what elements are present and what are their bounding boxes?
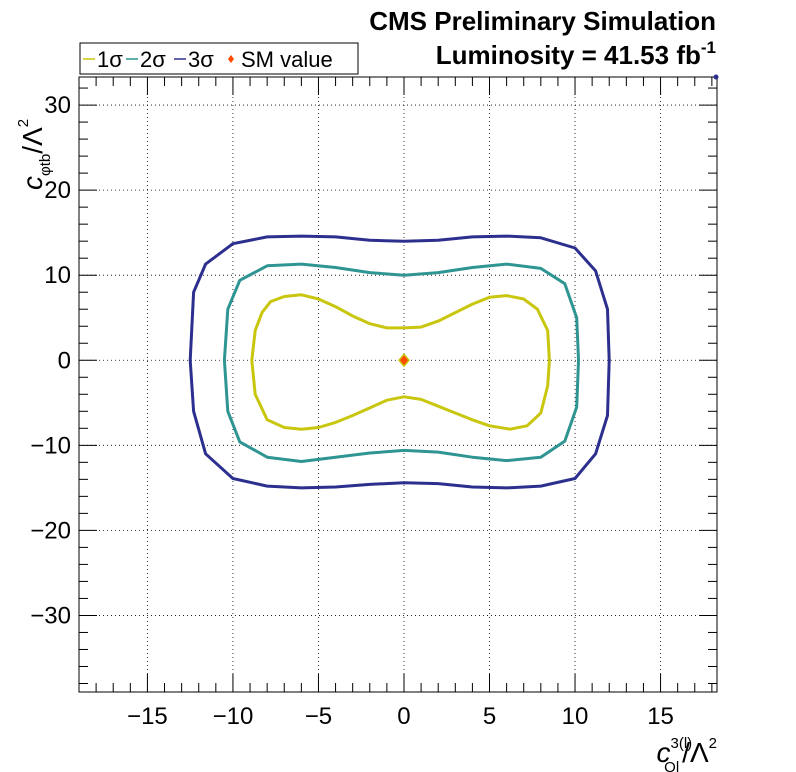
corner-point-marker — [713, 74, 719, 80]
y-axis-title-text: cφtb/Λ2 — [15, 119, 54, 190]
chart-header-line2: Luminosity = 41.53 fb-1 — [436, 38, 716, 70]
y-tick-label: −20 — [30, 517, 71, 544]
y-tick-label: 20 — [44, 177, 71, 204]
x-axis-title: c3(l) Ql/Λ2 — [657, 735, 718, 772]
y-axis-title-rest: /Λ — [17, 127, 48, 154]
sm-value-marker — [398, 353, 410, 368]
chart-header-line1: CMS Preliminary Simulation — [369, 6, 716, 36]
y-axis-title-main: c — [17, 176, 48, 190]
plot-frame — [78, 76, 718, 693]
legend-label-3sigma: 3σ — [188, 47, 214, 72]
y-tick-label: 0 — [58, 347, 71, 374]
x-axis-title-rest-sup: 2 — [709, 735, 717, 752]
chart-header-line2-text: Luminosity = 41.53 fb — [436, 40, 701, 70]
y-axis-title: cφtb/Λ2 — [15, 119, 54, 190]
legend-marker-sm — [228, 55, 234, 63]
contour-2sigma — [222, 262, 580, 463]
axes: −15 −10 −5 0 5 10 15 −30 −20 −10 0 10 20 30 — [30, 74, 719, 730]
x-tick-label: −10 — [213, 703, 254, 730]
legend-label-2sigma: 2σ — [140, 47, 166, 72]
x-tick-label: 5 — [483, 703, 496, 730]
y-tick-label: −30 — [30, 602, 71, 629]
x-axis-title-sub: Ql — [664, 759, 679, 772]
x-axis-title-main: c — [657, 737, 671, 768]
legend: 1σ 2σ 3σ SM value — [79, 42, 359, 75]
x-axis-title-rest: /Λ — [682, 737, 709, 768]
contour-3sigma — [188, 234, 611, 490]
x-tick-label: −5 — [305, 703, 332, 730]
x-tick-label: −15 — [127, 703, 168, 730]
chart-header-line2-sup: -1 — [701, 38, 716, 57]
x-tick-label: 10 — [562, 703, 589, 730]
x-tick-label: 15 — [647, 703, 674, 730]
y-axis-title-rest-sup: 2 — [15, 119, 32, 127]
y-tick-label: −10 — [30, 432, 71, 459]
grid-lines — [79, 77, 717, 692]
contour-layer — [188, 234, 611, 490]
x-tick-label: 0 — [397, 703, 410, 730]
legend-label-sm: SM value — [241, 47, 333, 72]
y-tick-label: 10 — [44, 262, 71, 289]
x-axis-title-sup: 3(l) — [671, 735, 693, 752]
contour-1sigma — [250, 293, 551, 431]
legend-label-1sigma: 1σ — [97, 47, 123, 72]
y-tick-label: 30 — [44, 92, 71, 119]
y-axis-title-sub: φtb — [37, 154, 54, 176]
